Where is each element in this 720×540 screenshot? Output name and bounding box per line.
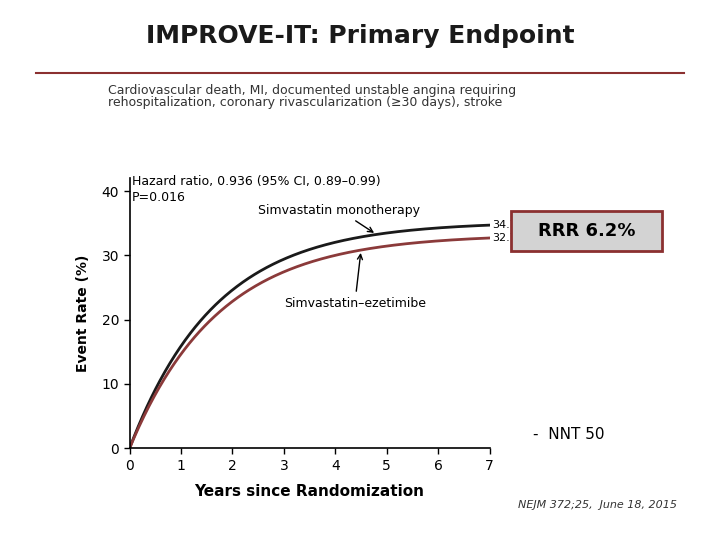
Text: IMPROVE-IT: Primary Endpoint: IMPROVE-IT: Primary Endpoint — [145, 24, 575, 48]
Text: NEJM 372;25,  June 18, 2015: NEJM 372;25, June 18, 2015 — [518, 500, 678, 510]
Text: Cardiovascular death, MI, documented unstable angina requiring: Cardiovascular death, MI, documented uns… — [108, 84, 516, 97]
Text: -  NNT 50: - NNT 50 — [533, 427, 604, 442]
Text: Simvastatin monotherapy: Simvastatin monotherapy — [258, 204, 420, 232]
Text: rehospitalization, coronary rivascularization (≥30 days), stroke: rehospitalization, coronary rivasculariz… — [108, 96, 503, 109]
X-axis label: Years since Randomization: Years since Randomization — [194, 484, 425, 499]
Text: P=0.016: P=0.016 — [132, 191, 186, 204]
Text: 32.7%: 32.7% — [492, 233, 528, 243]
Y-axis label: Event Rate (%): Event Rate (%) — [76, 254, 91, 372]
Text: RRR 6.2%: RRR 6.2% — [538, 222, 636, 240]
Text: Simvastatin–ezetimibe: Simvastatin–ezetimibe — [284, 254, 426, 310]
Text: 34.7%: 34.7% — [492, 220, 528, 230]
Text: Hazard ratio, 0.936 (95% CI, 0.89–0.99): Hazard ratio, 0.936 (95% CI, 0.89–0.99) — [132, 175, 381, 188]
